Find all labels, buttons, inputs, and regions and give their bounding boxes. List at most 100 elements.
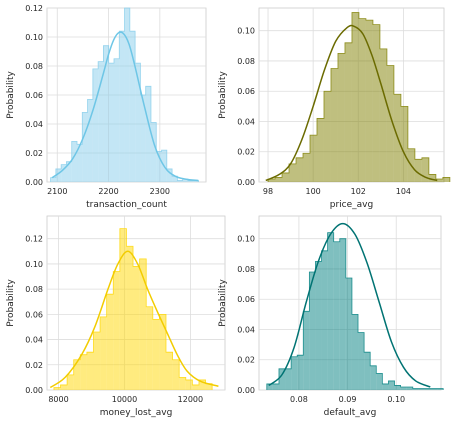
y-tick-label: 0.02	[25, 361, 43, 370]
histogram-bar	[317, 118, 324, 182]
histogram-bar	[119, 31, 124, 182]
y-tick-label: 0.06	[237, 87, 255, 96]
x-tick-label: 102	[351, 187, 366, 196]
y-tick-label: 0.00	[237, 178, 255, 187]
y-tick-label: 0.04	[237, 117, 255, 126]
y-tick-label: 0.02	[237, 148, 255, 157]
x-tick-label: 0.09	[339, 395, 357, 404]
x-tick-label: 10000	[112, 395, 137, 404]
y-tick-label: 0.08	[237, 265, 255, 274]
histogram-bar	[146, 86, 151, 182]
y-tick-label: 0.08	[25, 285, 43, 294]
histogram-bar	[98, 62, 103, 182]
x-tick-label: 2100	[47, 187, 67, 196]
y-tick-label: 0.08	[237, 57, 255, 66]
x-tick-label: 8000	[48, 395, 68, 404]
y-axis-label: Probability	[218, 279, 228, 327]
histogram-bar	[93, 332, 100, 390]
histogram-bar	[395, 385, 401, 390]
histogram-bar	[192, 385, 199, 390]
histogram-bar	[173, 360, 180, 390]
x-tick-label: 2300	[150, 187, 170, 196]
histogram-bar	[114, 59, 119, 182]
y-tick-label: 0.02	[237, 356, 255, 365]
histogram-bar	[289, 164, 296, 182]
histogram-bar	[328, 233, 334, 390]
histogram-bar	[366, 20, 373, 182]
y-tick-label: 0.06	[25, 91, 43, 100]
histogram-bar	[107, 294, 114, 390]
x-tick-label: 100	[306, 187, 321, 196]
histogram-bar	[380, 49, 387, 182]
histogram-bar	[303, 153, 310, 182]
y-tick-label: 0.12	[25, 4, 43, 13]
histogram-bar	[275, 177, 282, 182]
y-tick-label: 0.12	[25, 235, 43, 244]
histogram-bar	[87, 352, 94, 390]
histogram-bar	[100, 317, 107, 390]
x-axis-label: transaction_count	[86, 200, 167, 210]
histogram-bar	[93, 69, 98, 182]
histogram-bar	[291, 357, 297, 390]
histogram-bar	[322, 251, 328, 390]
histogram-bar	[153, 319, 160, 390]
histogram-bar	[340, 239, 346, 390]
histogram-bar	[352, 13, 359, 182]
histogram-bar	[338, 53, 345, 182]
y-tick-label: 0.04	[25, 336, 43, 345]
histogram-bar	[370, 366, 376, 390]
histogram-bar	[297, 355, 303, 390]
y-tick-label: 0.00	[25, 386, 43, 395]
histogram-bar	[382, 384, 388, 390]
histogram-bar	[179, 377, 186, 390]
y-tick-label: 0.00	[237, 386, 255, 395]
histogram-bar	[334, 242, 340, 390]
histogram-bar	[324, 91, 331, 182]
histogram-bar	[401, 106, 408, 182]
y-tick-label: 0.08	[25, 62, 43, 71]
histogram-bar	[67, 375, 74, 390]
x-tick-label: 2200	[98, 187, 118, 196]
histogram-bar	[273, 384, 279, 390]
histogram-bar	[443, 177, 450, 182]
y-tick-label: 0.10	[25, 33, 43, 42]
histogram-bar	[125, 8, 130, 182]
x-tick-label: 104	[396, 187, 411, 196]
y-axis-label: Probability	[218, 71, 228, 119]
y-tick-label: 0.06	[25, 310, 43, 319]
x-axis-label: default_avg	[324, 408, 377, 418]
histogram-bar	[407, 387, 413, 390]
chart-panel-1: 0.00 0.02 0.04 0.06 0.08 0.10 0.12 2100 2200 2300…	[6, 4, 206, 210]
y-tick-label: 0.04	[237, 325, 255, 334]
y-tick-label: 0.10	[25, 260, 43, 269]
histogram-bar	[126, 246, 133, 390]
histogram-bar	[359, 19, 366, 182]
histogram-bar	[346, 278, 352, 390]
y-axis-label: Probability	[6, 279, 16, 327]
histogram-bar	[388, 381, 394, 390]
histogram-bar	[285, 369, 291, 390]
chart-panel-3: 0.00 0.02 0.04 0.06 0.08 0.10 0.12 8000 10000 120…	[6, 216, 225, 418]
histogram-bar	[61, 385, 68, 390]
histogram-bar	[166, 352, 173, 390]
x-axis-label: money_lost_avg	[100, 408, 173, 418]
histogram-bar	[401, 387, 407, 390]
histogram-bar	[303, 311, 309, 390]
histogram-bar	[113, 271, 120, 390]
y-tick-label: 0.06	[237, 295, 255, 304]
histogram-bar	[159, 314, 166, 390]
x-tick-label: 98	[263, 187, 273, 196]
histogram-bar	[82, 112, 87, 182]
histogram-bar	[364, 352, 370, 390]
x-tick-label: 0.10	[387, 395, 405, 404]
histogram-bar	[310, 135, 317, 182]
histogram-bar	[282, 173, 289, 182]
y-tick-label: 0.02	[25, 149, 43, 158]
histogram-bar	[331, 69, 338, 182]
histogram-bar	[109, 63, 114, 182]
histogram-bar	[133, 266, 140, 390]
y-axis-label: Probability	[6, 71, 16, 119]
histogram-bar	[315, 261, 321, 390]
histogram-bar	[358, 333, 364, 390]
